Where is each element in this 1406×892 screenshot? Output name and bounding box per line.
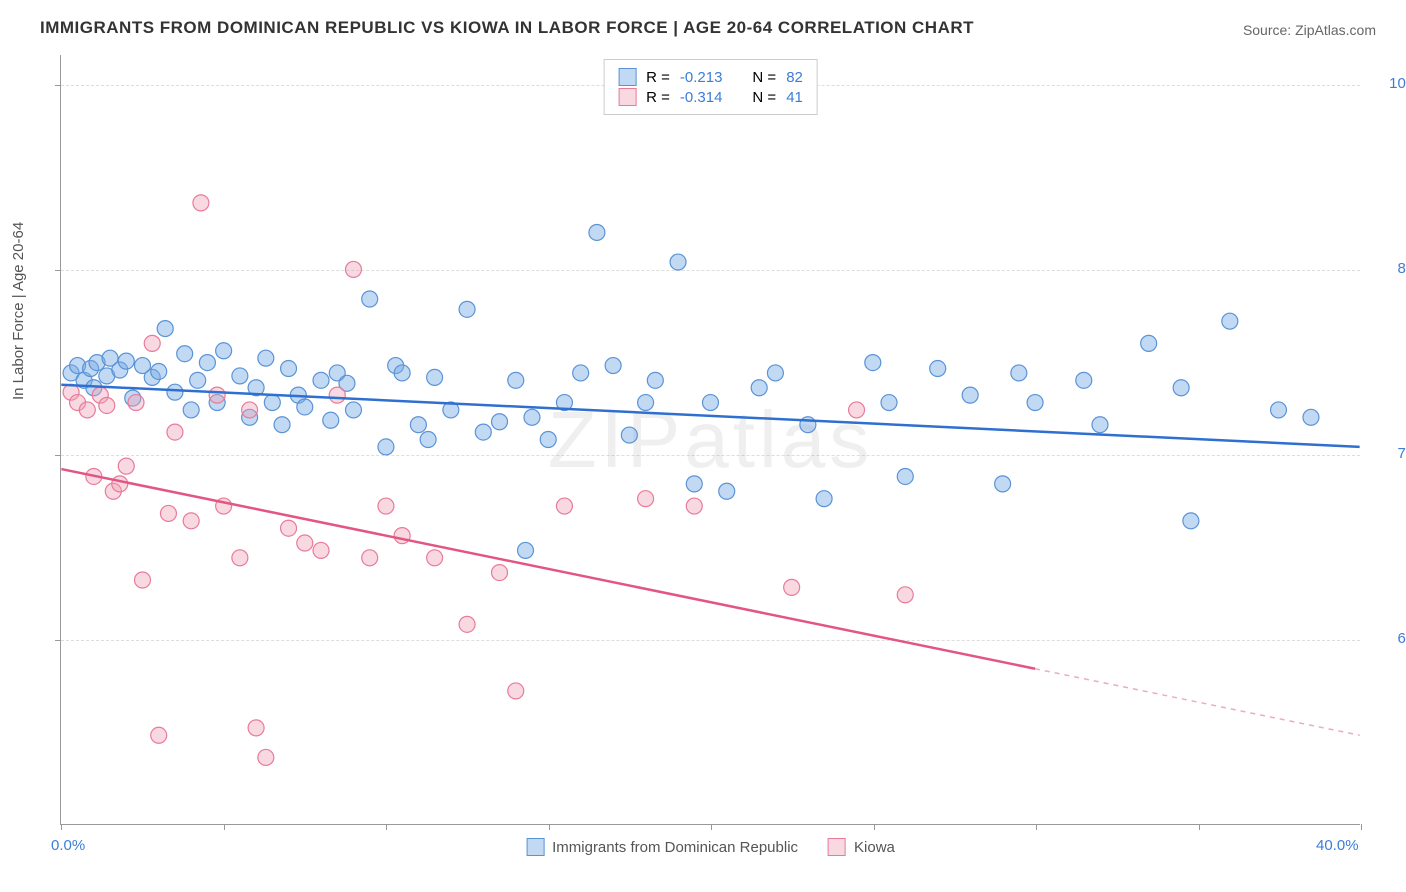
chart-area: ZIPatlas R = -0.213 N = 82 R = -0.314 N … [60, 55, 1360, 825]
legend-r-label: R = [646, 89, 670, 106]
source-label: Source: ZipAtlas.com [1243, 22, 1376, 38]
chart-title: IMMIGRANTS FROM DOMINICAN REPUBLIC VS KI… [40, 18, 974, 38]
legend-item-1: Immigrants from Dominican Republic [526, 838, 798, 856]
legend-item-2: Kiowa [828, 838, 895, 856]
legend-row-2: R = -0.314 N = 41 [618, 88, 803, 106]
legend-swatch-pink [618, 88, 636, 106]
legend-r-value: -0.314 [680, 89, 723, 106]
legend-n-label: N = [752, 89, 776, 106]
legend-n-label: N = [752, 69, 776, 86]
legend-correlation: R = -0.213 N = 82 R = -0.314 N = 41 [603, 59, 818, 115]
legend-n-value: 82 [786, 69, 803, 86]
legend-series-label: Kiowa [854, 839, 895, 856]
y-axis-label: In Labor Force | Age 20-64 [10, 222, 27, 400]
legend-swatch-pink [828, 838, 846, 856]
scatter-plot-svg [61, 55, 1360, 824]
legend-r-label: R = [646, 69, 670, 86]
legend-n-value: 41 [786, 89, 803, 106]
legend-swatch-blue [618, 68, 636, 86]
legend-row-1: R = -0.213 N = 82 [618, 68, 803, 86]
legend-series-label: Immigrants from Dominican Republic [552, 839, 798, 856]
legend-r-value: -0.213 [680, 69, 723, 86]
legend-swatch-blue [526, 838, 544, 856]
legend-series: Immigrants from Dominican Republic Kiowa [526, 838, 895, 856]
